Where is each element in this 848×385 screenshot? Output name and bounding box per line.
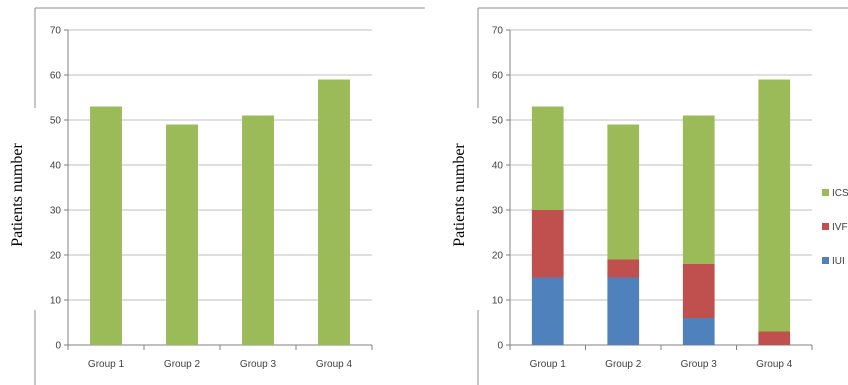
bar-icsi-1	[531, 106, 564, 210]
bar-2	[166, 124, 198, 345]
y-tick-label: 60	[50, 71, 62, 82]
legend-swatch-ivf	[822, 223, 829, 230]
y-tick-label: 0	[55, 341, 61, 352]
y-axis-title: Patients number	[9, 143, 26, 247]
chart-2: 0 10 20 30 40 50 60 70 Group 1 Group 2 Group 3 Grou…	[451, 7, 848, 385]
y-tick-label: 30	[50, 206, 62, 217]
y-tick-label: 50	[492, 116, 504, 127]
y-tick-label: 60	[492, 71, 504, 82]
legend-label-iui: IUI	[832, 256, 845, 267]
y-tick-label: 70	[50, 26, 62, 37]
legend-label-ivf: IVF	[832, 222, 848, 233]
y-tick-label: 20	[50, 251, 62, 262]
x-tick-label: Group 4	[756, 359, 793, 370]
bar-ivf-2	[607, 259, 640, 278]
bar-ivf-3	[682, 264, 715, 318]
y-tick-label: 40	[492, 161, 504, 172]
y-tick-label: 40	[50, 161, 62, 172]
y-tick-label: 30	[492, 206, 504, 217]
bar-ivf-4	[758, 331, 791, 345]
bar-iui-2	[607, 277, 640, 345]
y-tick-label: 10	[50, 296, 62, 307]
y-tick-label: 0	[497, 341, 503, 352]
bar-iui-1	[531, 277, 564, 345]
y-tick-label: 20	[492, 251, 504, 262]
x-tick-label: Group 4	[316, 359, 353, 370]
bar-4	[318, 79, 350, 345]
x-tick-label: Group 3	[240, 359, 277, 370]
bar-3	[242, 115, 274, 345]
legend-swatch-icsi	[822, 189, 829, 196]
x-tick-label: Group 1	[88, 359, 125, 370]
bar-ivf-1	[531, 210, 564, 278]
bar-icsi-3	[682, 115, 715, 264]
y-tick-label: 70	[492, 26, 504, 37]
bar-icsi-2	[607, 124, 640, 260]
x-tick-label: Group 2	[164, 359, 201, 370]
x-tick-label: Group 3	[681, 359, 718, 370]
chart-1: 0 10 20 30 40 50 60 70 Group 1 Group 2 Group 3 Grou…	[9, 7, 425, 385]
y-axis-title: Patients number	[451, 143, 468, 247]
y-tick-label: 10	[492, 296, 504, 307]
x-tick-label: Group 1	[530, 359, 567, 370]
y-tick-label: 50	[50, 116, 62, 127]
bar-icsi-4	[758, 79, 791, 332]
x-tick-label: Group 2	[605, 359, 642, 370]
bar-1	[90, 106, 122, 345]
legend-swatch-iui	[822, 257, 829, 264]
bar-iui-3	[682, 318, 715, 345]
